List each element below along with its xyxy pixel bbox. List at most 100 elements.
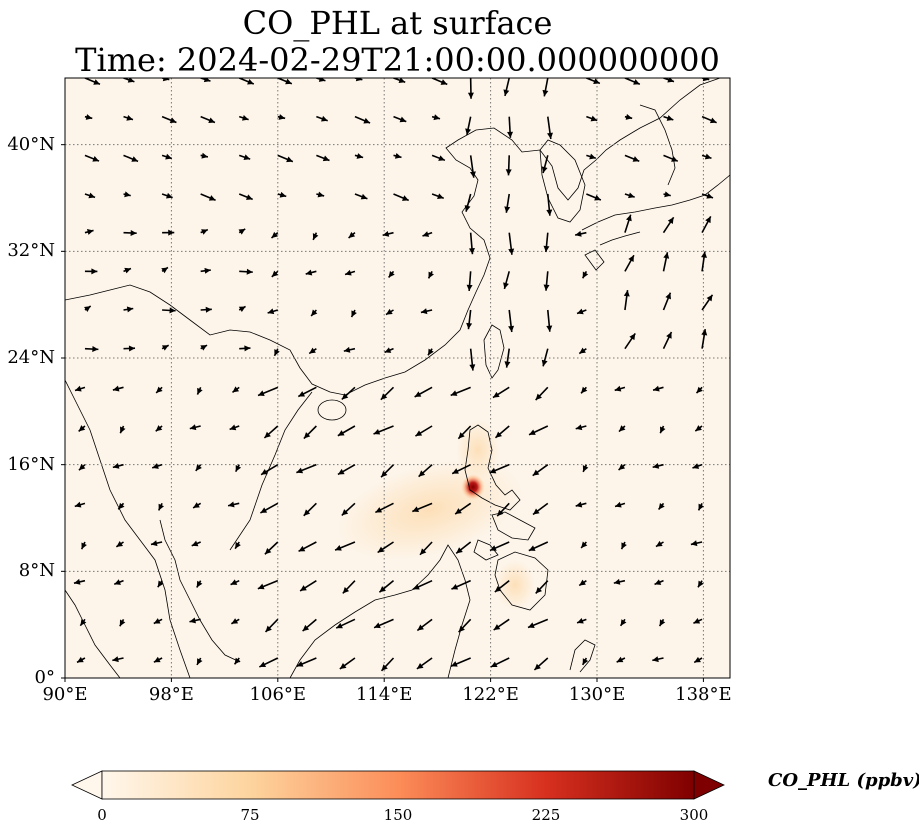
wind-arrow-head: [285, 78, 292, 85]
wind-arrow-head: [201, 229, 208, 235]
wind-arrow-head: [394, 152, 402, 159]
wind-arrow-head: [652, 462, 660, 469]
wind-arrow-head: [505, 169, 512, 176]
wind-arrow-head: [420, 548, 427, 555]
wind-arrow-head: [321, 115, 328, 122]
wind-arrow-head: [665, 292, 671, 300]
wind-arrow-head: [428, 348, 434, 356]
wind-arrow-head: [626, 214, 632, 222]
wind-arrow-head: [381, 664, 388, 671]
wind-arrow-head: [74, 501, 82, 508]
wind-arrow-head: [274, 349, 280, 356]
wind-arrow-head: [238, 306, 246, 312]
wind-arrow-head: [114, 579, 121, 585]
wind-arrow-head: [535, 393, 542, 401]
wind-arrow-head: [542, 89, 549, 97]
wind-arrow-head: [577, 308, 584, 315]
wind-arrow-head: [696, 386, 703, 394]
wind-arrow-head: [529, 429, 536, 435]
wind-arrow-head: [438, 155, 445, 161]
wind-arrow-head: [318, 78, 326, 82]
wind-arrow-head: [428, 271, 434, 279]
wind-arrow-head: [628, 192, 635, 199]
wind-arrow-head: [303, 432, 311, 439]
wind-arrow-head: [265, 625, 272, 632]
wind-arrow-head: [415, 430, 423, 437]
wind-arrow-head: [351, 310, 357, 318]
wind-arrow-head: [342, 586, 350, 594]
coastlines: [65, 78, 730, 678]
wind-arrow-head: [613, 578, 621, 585]
wind-arrow-head: [418, 470, 426, 477]
wind-arrow-head: [618, 425, 626, 432]
wind-arrow-head: [616, 656, 624, 663]
wind-arrow-head: [437, 193, 444, 200]
wind-arrow-head: [124, 267, 131, 274]
wind-arrow-head: [658, 502, 665, 510]
wind-arrow-head: [373, 428, 381, 435]
wind-arrow-head: [317, 191, 325, 198]
wind-arrow-head: [169, 117, 177, 124]
coastline-mindanao: [494, 551, 549, 611]
coastline-luzon: [464, 424, 521, 511]
wind-arrow-head: [489, 545, 497, 551]
wind-arrow-head: [503, 89, 510, 96]
wind-arrow-head: [582, 658, 589, 665]
wind-arrow-head: [417, 624, 424, 631]
wind-arrow-head: [618, 463, 626, 470]
wind-arrow-head: [594, 194, 601, 201]
wind-arrow-head: [208, 195, 216, 201]
wind-arrow-head: [229, 424, 237, 431]
wind-arrow-head: [494, 585, 502, 593]
wind-arrow-head: [203, 78, 211, 83]
wind-arrow-head: [546, 209, 553, 216]
wind-arrow-head: [377, 546, 385, 553]
wind-arrow-head: [247, 78, 254, 85]
wind-arrow-head: [577, 617, 584, 624]
wind-arrow-head: [653, 385, 660, 392]
wind-arrow-head: [201, 152, 208, 159]
wind-arrow-head: [162, 78, 170, 82]
colorbar-tick-label: 75: [240, 806, 260, 824]
wind-arrow-head: [422, 231, 430, 237]
wind-arrow-head: [706, 193, 714, 199]
wind-arrow-head: [455, 508, 462, 515]
wind-arrow-head: [493, 624, 501, 631]
wind-arrow-head: [356, 153, 364, 159]
wind-arrow-head: [652, 656, 659, 663]
wind-arrow-head: [451, 661, 458, 667]
wind-arrow-head: [382, 230, 390, 237]
wind-arrow-head: [242, 114, 249, 121]
wind-arrow-head: [495, 431, 502, 438]
wind-arrow-head: [345, 269, 352, 276]
wind-arrow-head: [165, 153, 172, 160]
wind-arrow-head: [205, 306, 212, 313]
wind-arrow-head: [420, 308, 428, 315]
wind-arrow-head: [238, 228, 246, 235]
wind-arrow-head: [126, 306, 134, 313]
colorbar-extend-max: [693, 770, 725, 800]
wind-arrow-head: [690, 540, 698, 547]
y-tick-label: 24°N: [7, 347, 55, 368]
wind-arrow-head: [302, 624, 310, 632]
wind-arrow-head: [508, 248, 515, 255]
wind-arrow-head: [312, 233, 319, 240]
wind-arrow-head: [379, 586, 386, 593]
wind-arrow-head: [579, 579, 586, 586]
wind-arrow-head: [84, 306, 91, 312]
y-tick-label: 16°N: [7, 453, 55, 475]
wind-arrow-head: [581, 541, 588, 548]
wind-arrow-head: [614, 385, 622, 392]
wind-arrow-head: [388, 270, 395, 278]
wind-arrow-head: [546, 325, 553, 332]
coastline-indochina: [65, 379, 313, 678]
wind-arrow-head: [231, 618, 239, 624]
wind-arrow-head: [590, 115, 598, 122]
co-plume-mindanao: [495, 560, 535, 610]
wind-arrow-head: [161, 345, 169, 351]
wind-arrow-head: [271, 231, 279, 239]
coastline-borneo: [289, 544, 471, 678]
wind-arrow-head: [336, 622, 343, 629]
wind-arrow-head: [702, 78, 710, 82]
wind-arrow-head: [433, 114, 441, 121]
